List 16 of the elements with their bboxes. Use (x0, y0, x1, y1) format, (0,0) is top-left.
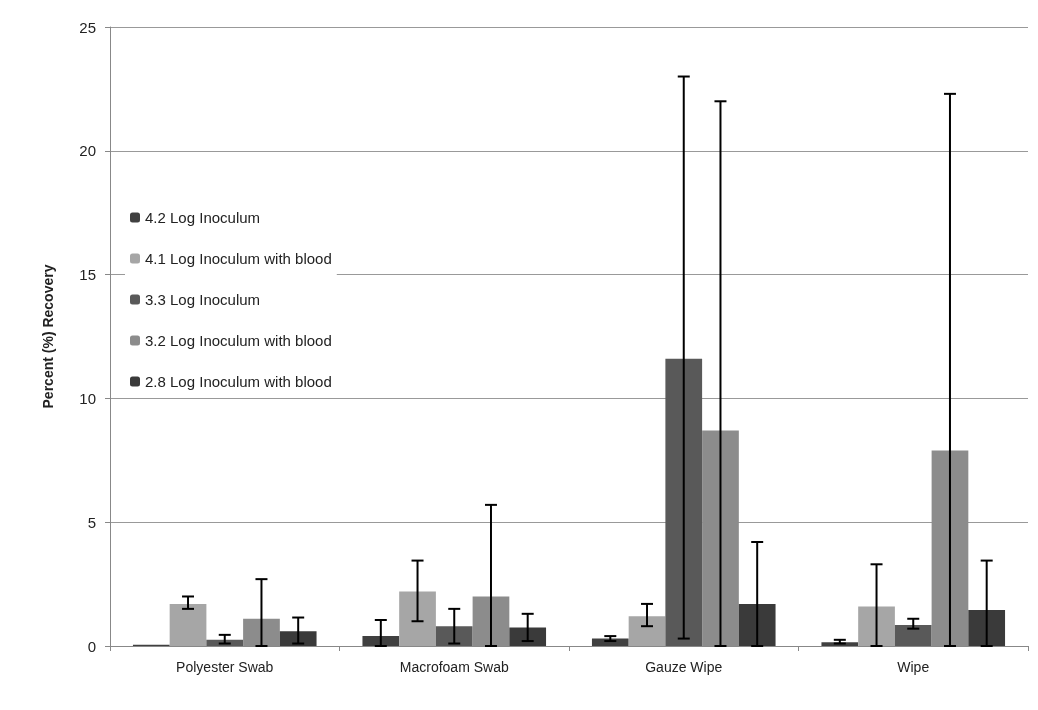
y-tick-label: 15 (79, 266, 96, 284)
x-tick-label: Macrofoam Swab (399, 659, 509, 675)
y-tick-label: 0 (87, 637, 96, 655)
y-tick-label: 25 (79, 18, 96, 36)
y-axis-title: Percent (%) Recovery (40, 264, 56, 409)
legend-label: 3.3 Log Inoculum (145, 291, 261, 308)
y-tick-label: 5 (87, 513, 96, 531)
legend-label: 3.2 Log Inoculum with blood (145, 332, 332, 349)
x-tick-label: Gauze Wipe (645, 659, 723, 675)
y-tick-label: 20 (79, 142, 96, 160)
legend-label: 2.8 Log Inoculum with blood (145, 373, 332, 390)
x-tick-label: Polyester Swab (176, 659, 274, 675)
legend-label: 4.1 Log Inoculum with blood (145, 250, 332, 267)
legend-label: 4.2 Log Inoculum (145, 209, 261, 226)
y-tick-label: 10 (79, 389, 96, 407)
x-tick-label: Wipe (897, 659, 930, 675)
